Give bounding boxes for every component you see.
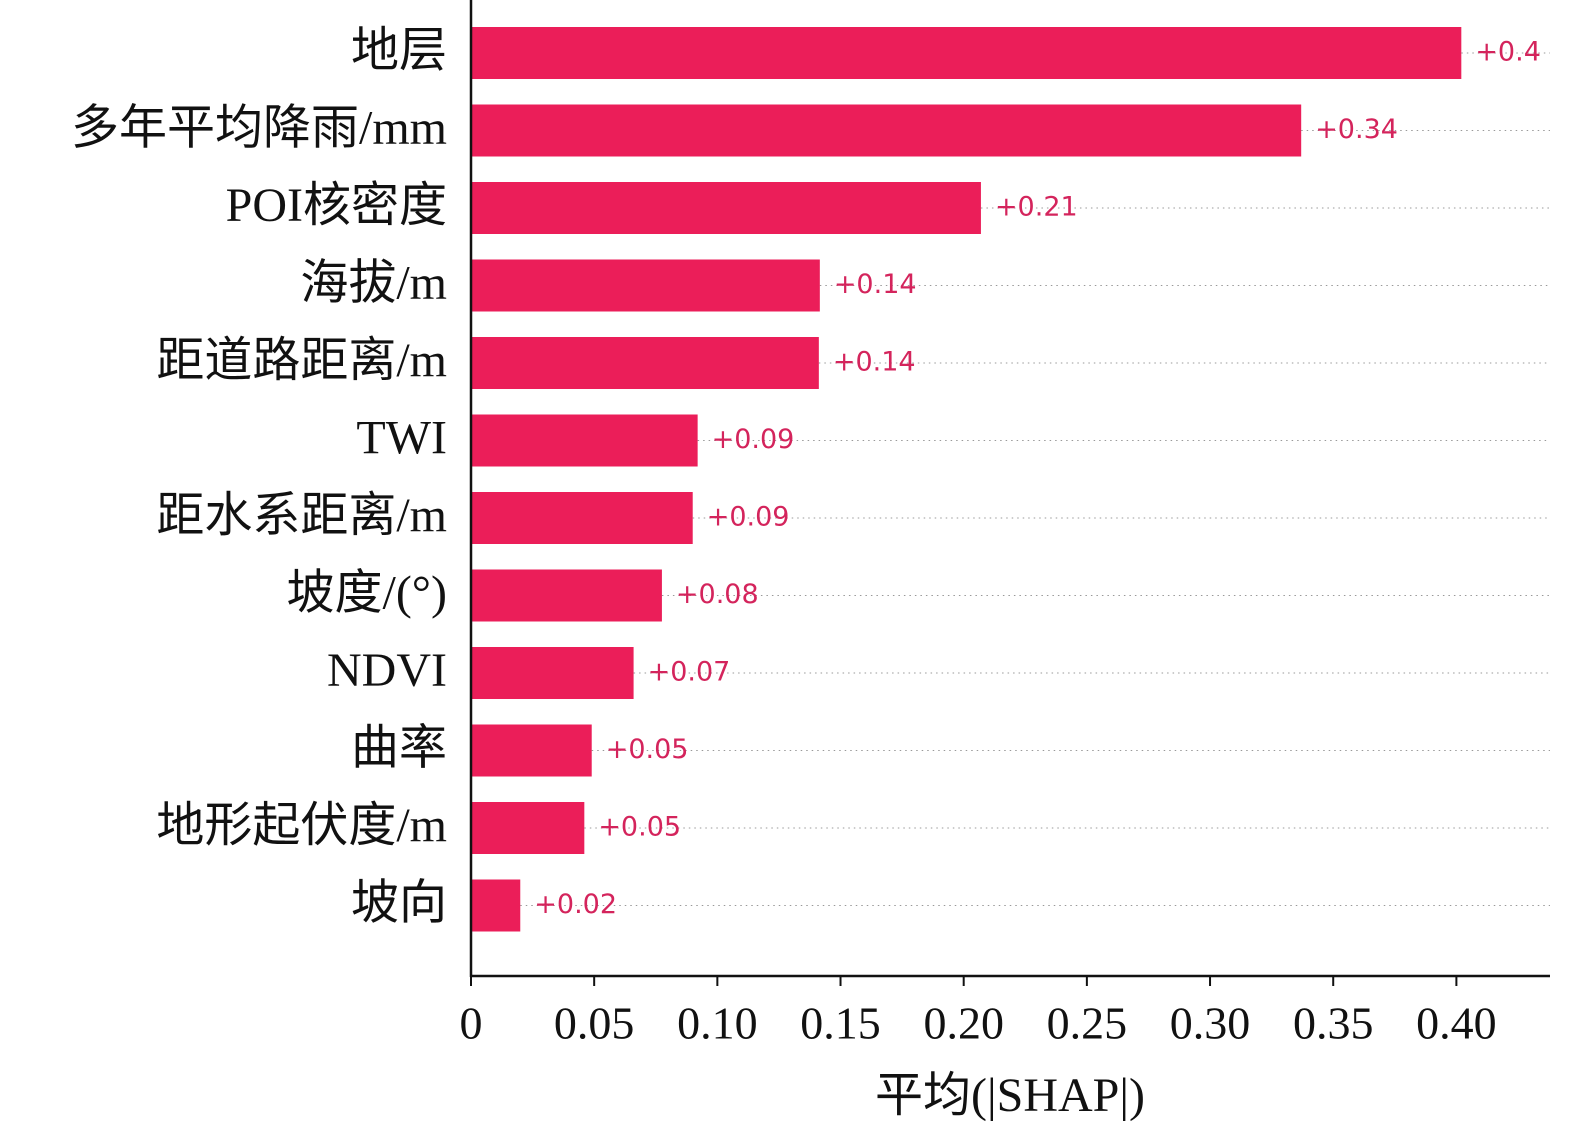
x-axis-label: 平均(|SHAP|): [875, 1069, 1145, 1122]
y-tick-label: 坡度/(°): [286, 567, 447, 620]
y-tick-label: 距道路距离/m: [156, 334, 447, 387]
value-label: +0.02: [534, 889, 617, 920]
value-label: +0.07: [648, 657, 731, 688]
value-label: +0.05: [598, 812, 681, 843]
value-label: +0.09: [712, 424, 795, 455]
value-label: +0.05: [606, 734, 689, 765]
bar: [471, 724, 592, 777]
bar: [471, 647, 634, 699]
bar: [471, 259, 820, 312]
value-label: +0.34: [1315, 114, 1398, 145]
x-tick-label: 0.40: [1416, 998, 1497, 1049]
x-tick-label: 0.20: [923, 998, 1004, 1049]
y-tick-label: 海拔/m: [300, 257, 447, 310]
x-tick-label: 0: [460, 998, 483, 1049]
x-tick-label: 0.30: [1170, 998, 1251, 1049]
y-tick-label: NDVI: [327, 644, 447, 697]
bar: [471, 27, 1462, 79]
value-label: +0.09: [707, 502, 790, 533]
y-tick-label: TWI: [356, 412, 447, 465]
value-label: +0.14: [834, 269, 917, 300]
bar: [471, 569, 662, 622]
bar: [471, 879, 521, 932]
x-tick-label: 0.05: [554, 998, 635, 1049]
y-tick-label: 多年平均降雨/mm: [71, 102, 447, 155]
x-tick-label: 0.10: [677, 998, 758, 1049]
y-tick-label: 距水系距离/m: [156, 489, 447, 542]
y-tick-label: 地形起伏度/m: [156, 799, 447, 852]
bar: [471, 802, 585, 854]
y-tick-label: 曲率: [351, 722, 447, 775]
bar: [471, 182, 981, 234]
y-tick-label: 坡向: [351, 877, 447, 930]
bar: [471, 492, 693, 544]
y-tick-label: POI核密度: [226, 179, 447, 232]
value-label: +0.08: [676, 579, 759, 610]
y-tick-label: 地层: [351, 24, 447, 77]
bar: [471, 414, 698, 467]
value-label: +0.14: [833, 347, 916, 378]
x-tick-label: 0.15: [800, 998, 881, 1049]
bar: [471, 104, 1302, 157]
bar: [471, 337, 819, 389]
value-label: +0.21: [995, 192, 1078, 223]
value-label: +0.4: [1475, 37, 1541, 68]
x-tick-label: 0.25: [1047, 998, 1128, 1049]
x-tick-label: 0.35: [1293, 998, 1374, 1049]
